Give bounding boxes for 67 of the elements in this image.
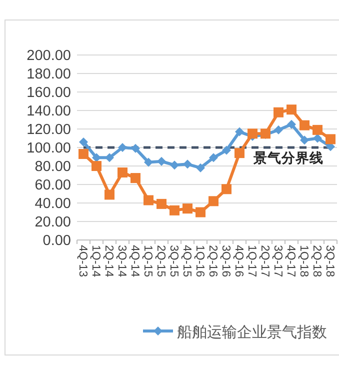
x-tick-label: 4Q-15 [180, 245, 192, 277]
point [234, 148, 244, 158]
point [286, 104, 296, 115]
point [313, 134, 322, 143]
y-tick-label: 200.00 [26, 48, 71, 64]
point [274, 125, 283, 134]
y-tick-label: 40.00 [34, 196, 71, 212]
point [182, 204, 192, 214]
point [209, 153, 218, 162]
x-tick-label: 2Q-17 [258, 245, 270, 277]
x-tick-label: 3Q-14 [116, 245, 128, 278]
x-tick-label: 1Q-14 [90, 245, 102, 278]
point [144, 158, 153, 167]
x-tick-label: 1Q-15 [142, 245, 154, 277]
y-tick-label: 160.00 [26, 85, 71, 101]
x-tick-label: 2Q-14 [102, 245, 114, 278]
point [208, 196, 218, 206]
point [131, 144, 140, 153]
y-tick-label: 20.00 [34, 214, 71, 230]
point [196, 207, 206, 218]
point [157, 156, 166, 166]
point [78, 148, 88, 159]
point [312, 124, 322, 135]
x-tick-label: 3Q-17 [272, 245, 284, 277]
point [222, 184, 232, 194]
x-tick-label: 2Q-18 [310, 245, 322, 277]
point [118, 167, 128, 178]
x-tick-label: 4Q-14 [128, 245, 140, 278]
point [196, 163, 205, 172]
point [274, 107, 284, 118]
x-tick-label: 4Q-13 [76, 245, 88, 277]
y-tick-label: 120.00 [26, 122, 71, 138]
y-tick-label: 0.00 [42, 233, 71, 249]
point [235, 127, 244, 136]
point [79, 137, 88, 146]
point [170, 205, 180, 216]
point [300, 136, 309, 145]
point [287, 120, 296, 129]
x-tick-label: 1Q-17 [246, 245, 258, 277]
point [130, 173, 140, 184]
point [92, 161, 102, 171]
legend-label: 船舶运输企业景气指数 [177, 324, 327, 341]
x-tick-label: 3Q-16 [220, 245, 232, 277]
point [170, 160, 179, 170]
point [118, 143, 127, 152]
point [105, 153, 114, 162]
point [326, 134, 336, 144]
x-tick-label: 3Q-18 [324, 245, 336, 277]
y-tick-label: 180.00 [26, 66, 71, 82]
point [300, 120, 310, 130]
ref-line-label: 景气分界线 [252, 150, 324, 166]
x-tick-label: 1Q-16 [194, 245, 206, 277]
x-tick-label: 3Q-15 [168, 245, 180, 277]
y-tick-label: 80.00 [34, 159, 71, 175]
y-tick-label: 100.00 [26, 140, 71, 156]
x-tick-label: 4Q-16 [232, 245, 244, 277]
point [183, 160, 192, 169]
point [156, 198, 166, 209]
x-tick-label: 2Q-16 [206, 245, 218, 277]
x-tick-label: 1Q-18 [298, 245, 310, 277]
y-tick-label: 140.00 [26, 104, 71, 120]
point [222, 146, 231, 155]
point [104, 190, 114, 200]
point [144, 195, 154, 206]
x-tick-label: 2Q-15 [154, 245, 166, 277]
x-tick-label: 4Q-17 [284, 245, 296, 277]
y-tick-label: 60.00 [34, 178, 71, 194]
